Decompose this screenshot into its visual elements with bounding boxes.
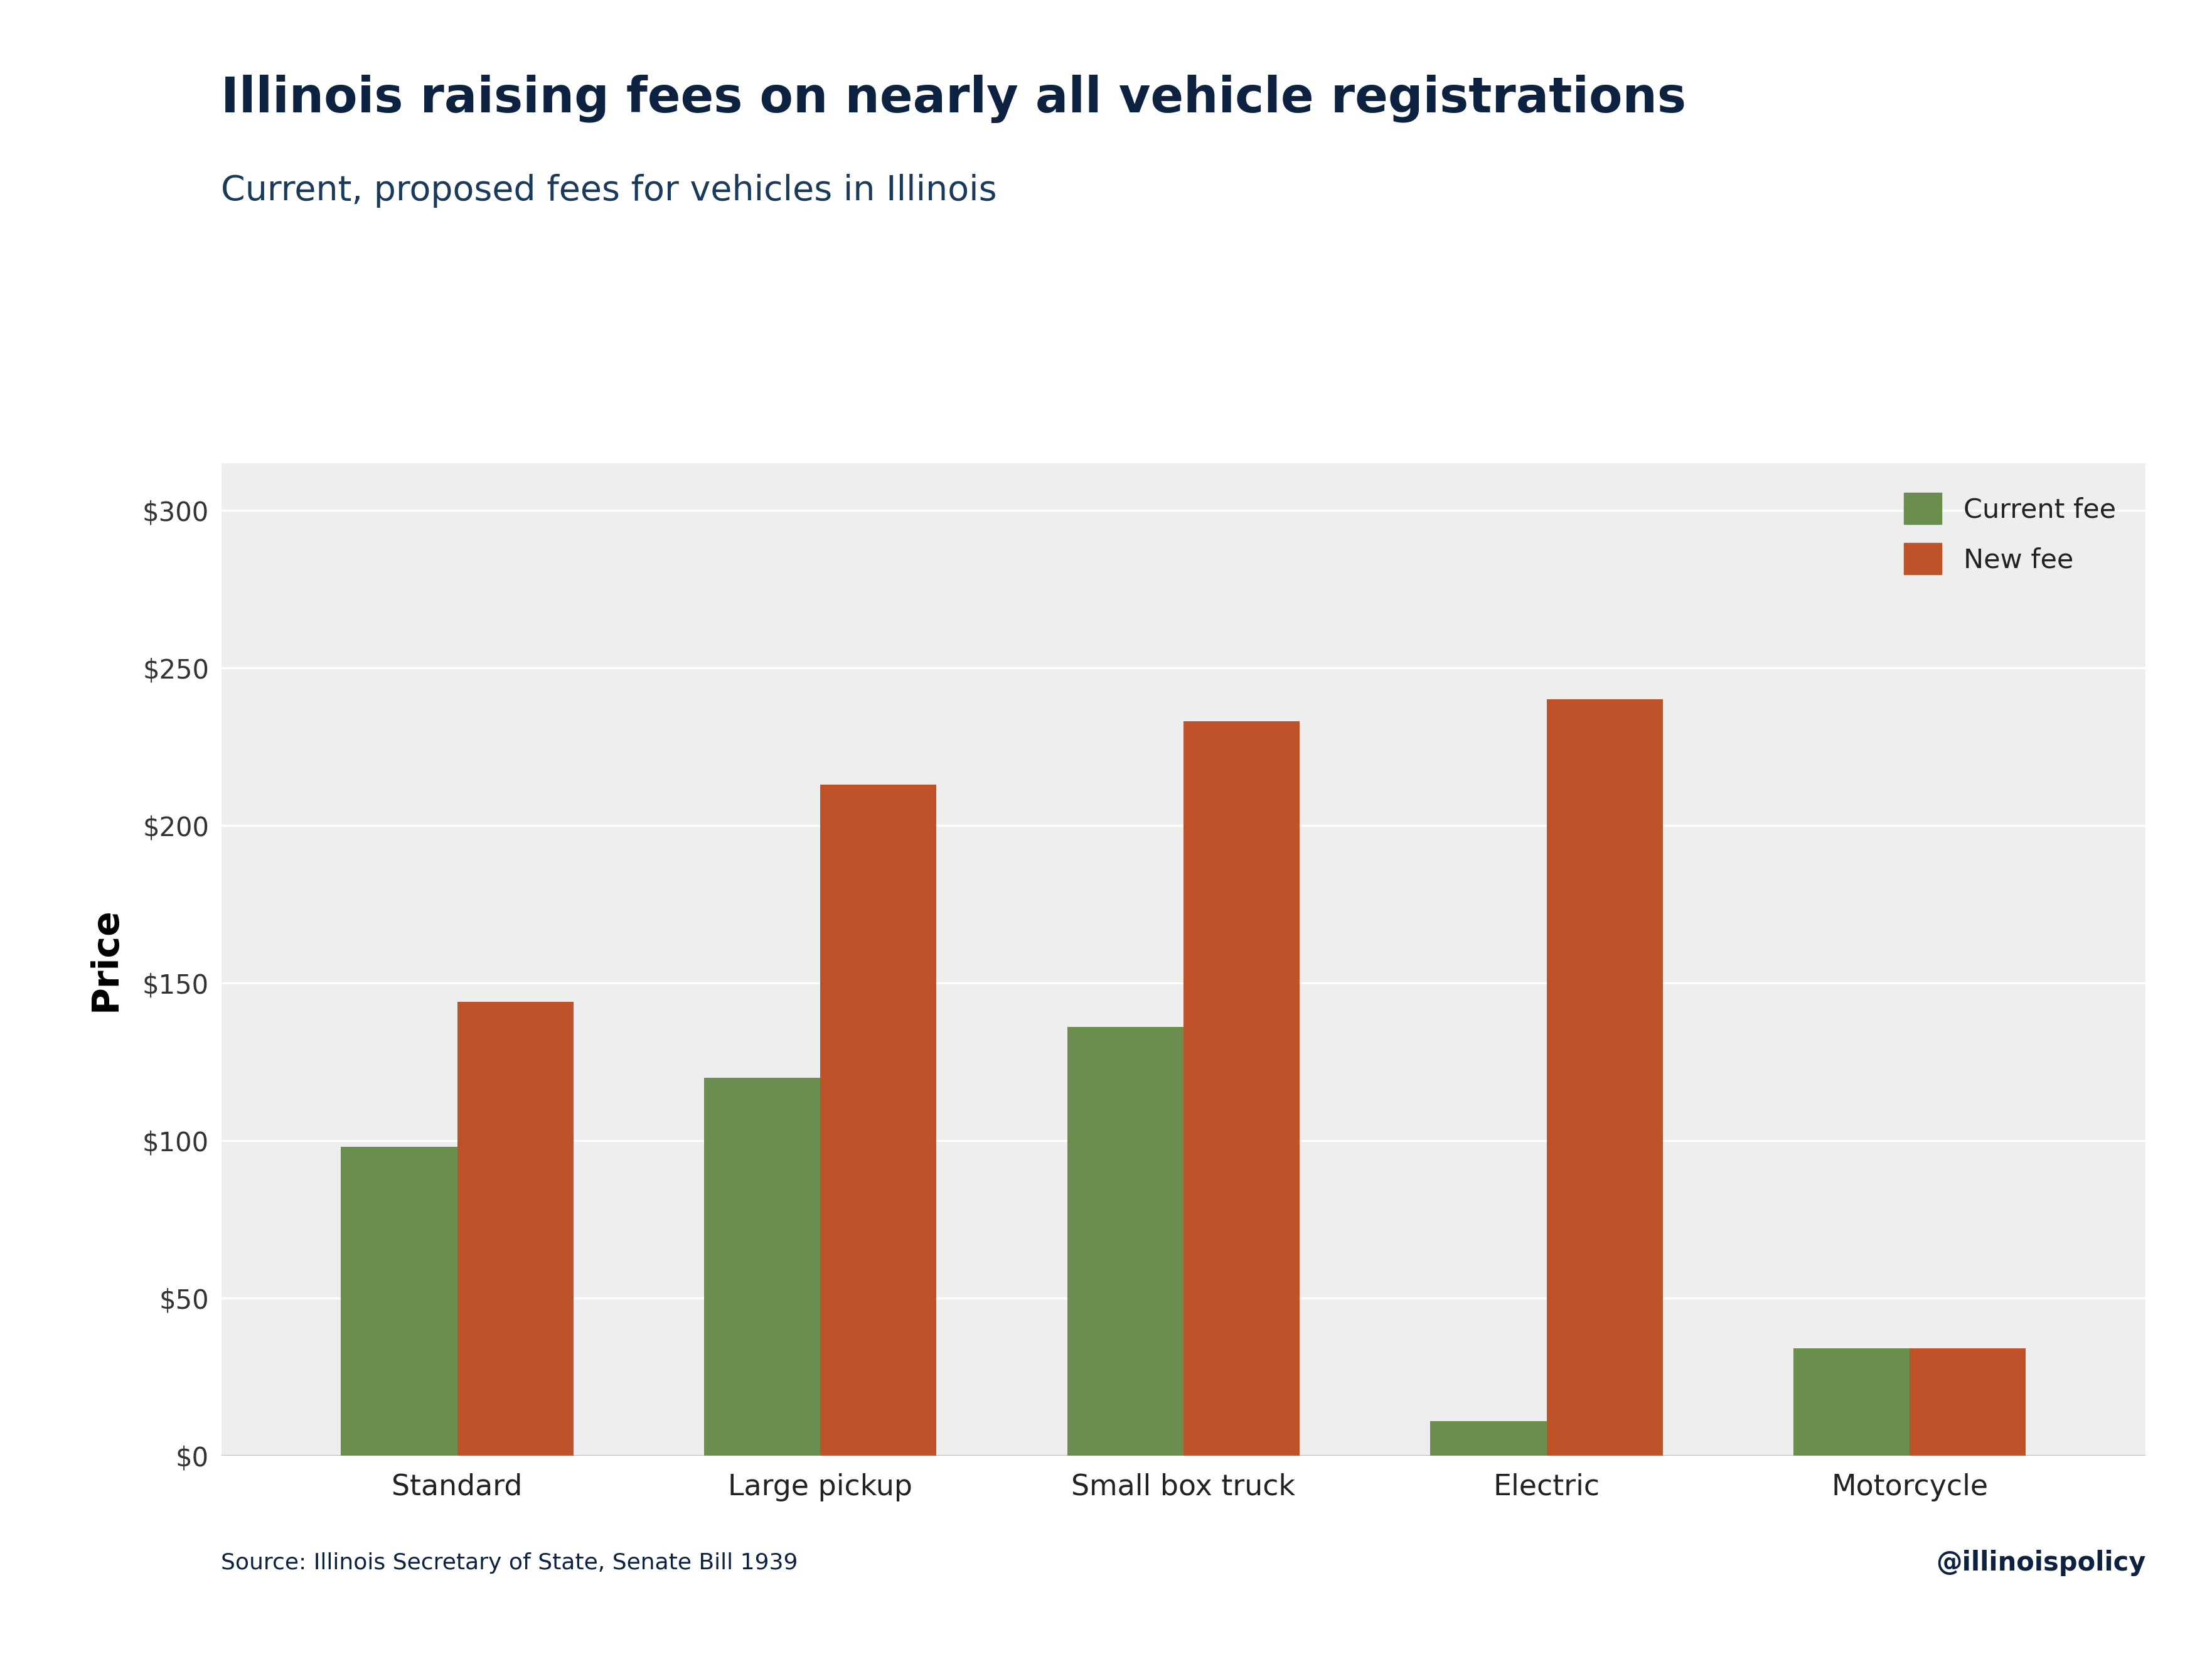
Bar: [1066, 1027, 1183, 1456]
Bar: [1183, 721, 1301, 1456]
Bar: [1794, 1348, 1909, 1456]
Bar: [703, 1077, 821, 1456]
Bar: [821, 784, 936, 1456]
Legend: Current fee, New fee: Current fee, New fee: [1887, 476, 2132, 590]
Text: Illinois raising fees on nearly all vehicle registrations: Illinois raising fees on nearly all vehi…: [221, 74, 1686, 122]
Bar: [458, 1002, 573, 1456]
Y-axis label: Price: Price: [88, 908, 124, 1011]
Text: Current, proposed fees for vehicles in Illinois: Current, proposed fees for vehicles in I…: [221, 174, 998, 207]
Bar: [1546, 700, 1663, 1456]
Text: @illinoispolicy: @illinoispolicy: [1936, 1550, 2146, 1576]
Bar: [1431, 1421, 1546, 1456]
Bar: [1909, 1348, 2026, 1456]
Text: Source: Illinois Secretary of State, Senate Bill 1939: Source: Illinois Secretary of State, Sen…: [221, 1553, 799, 1573]
Bar: [341, 1146, 458, 1456]
